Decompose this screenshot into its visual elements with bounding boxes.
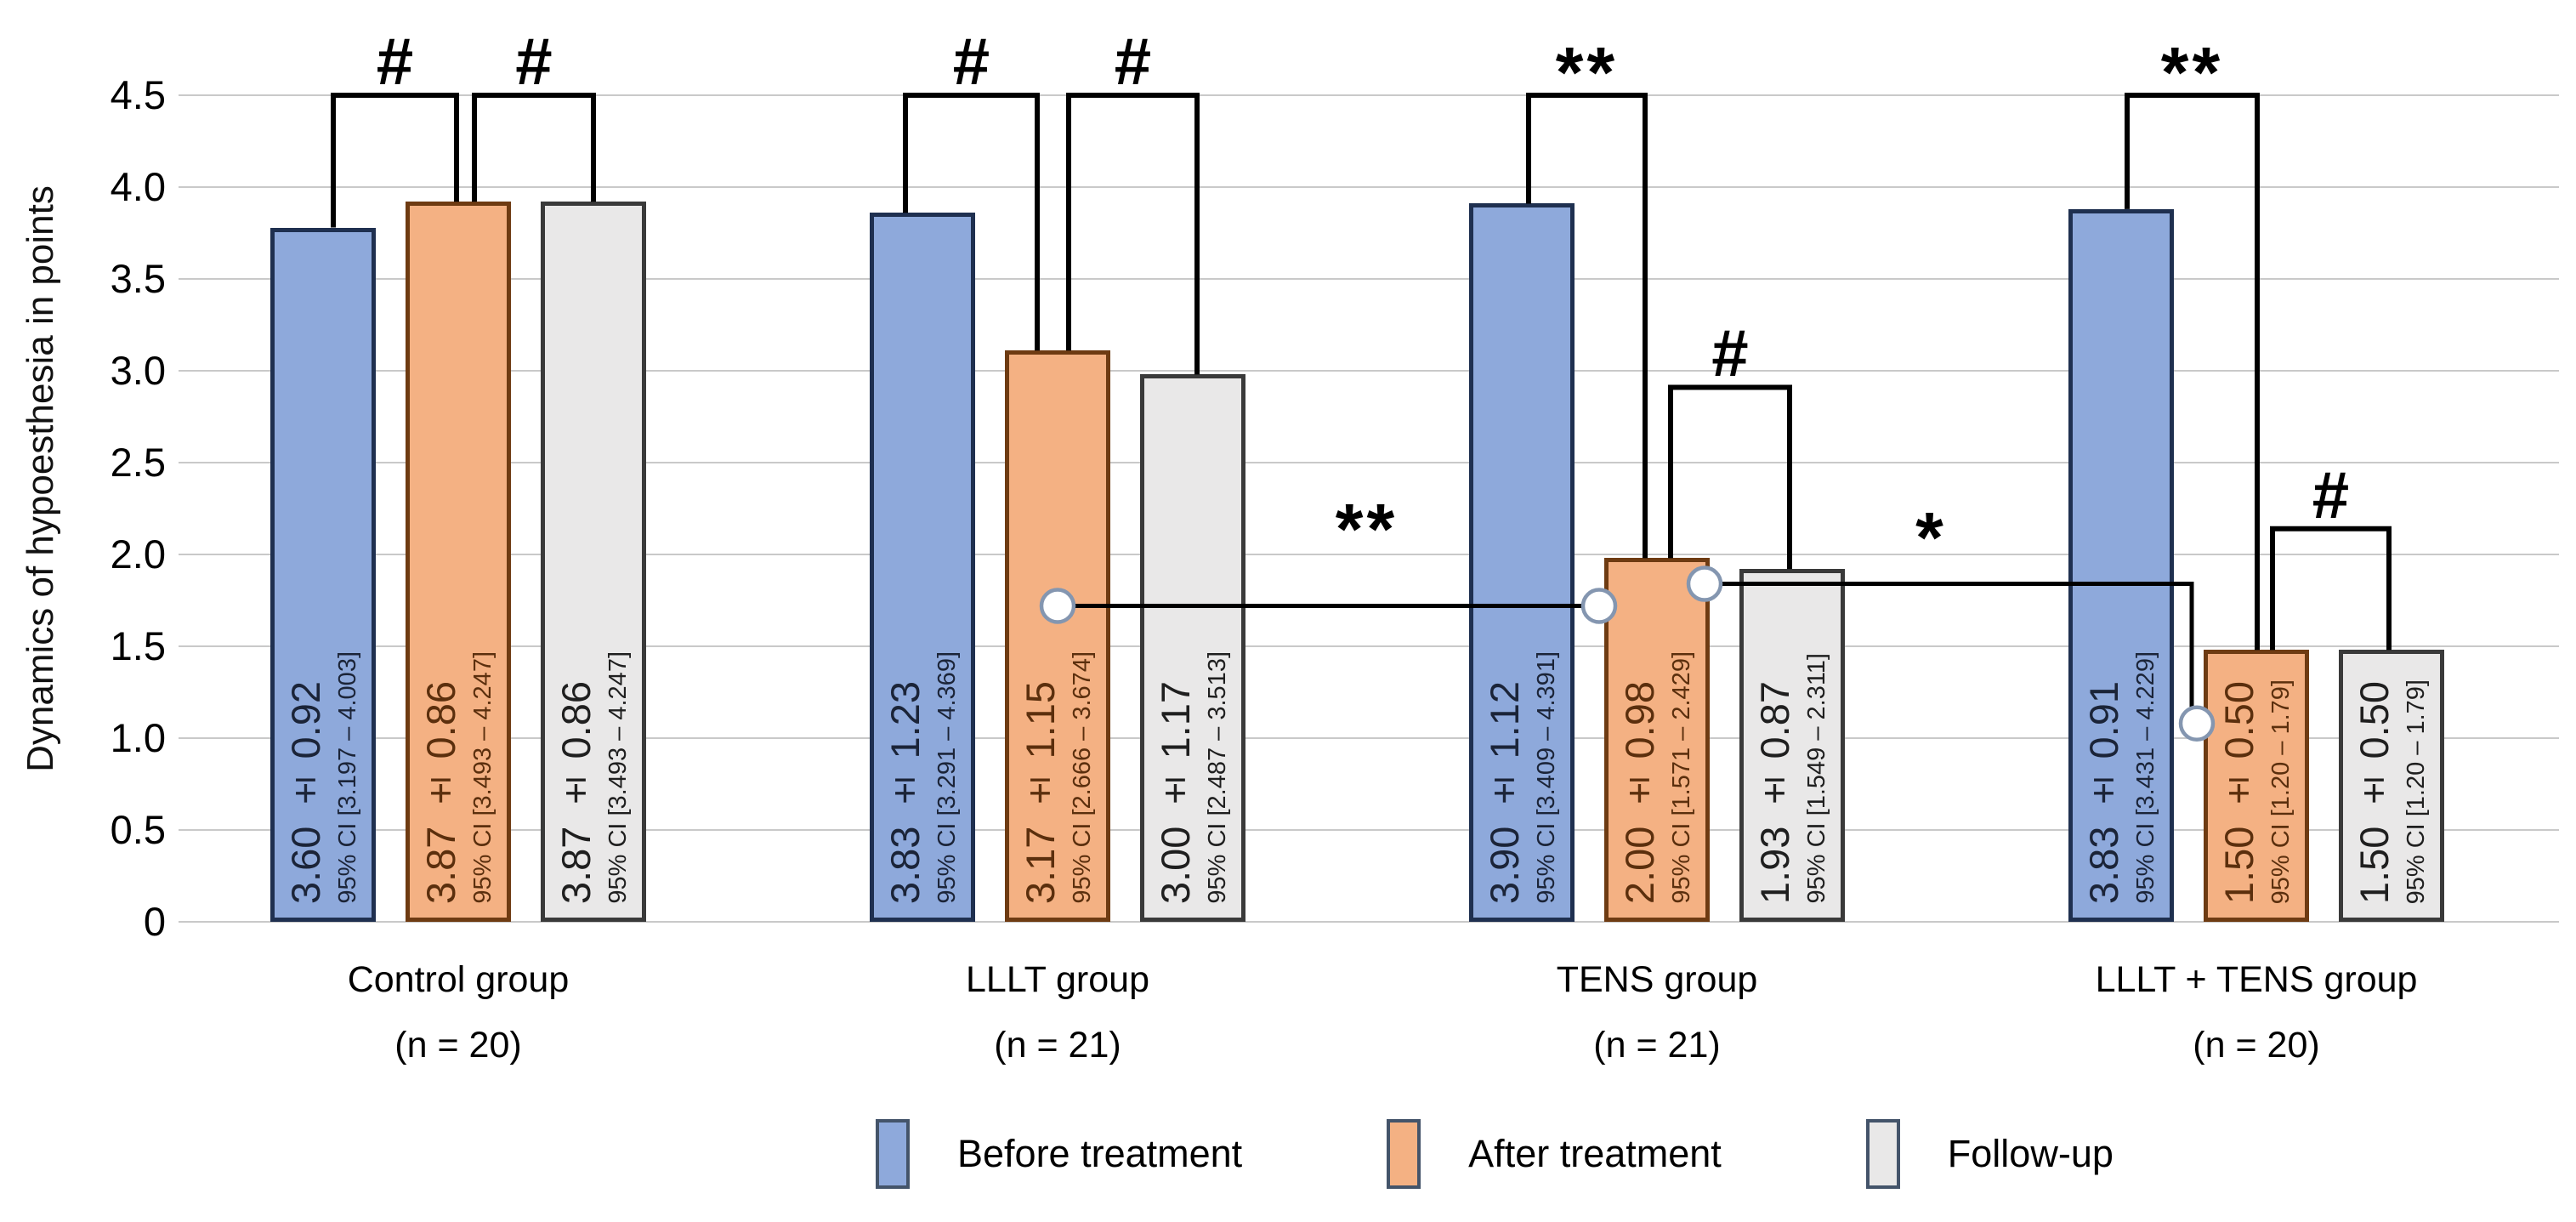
bar-value-label: 3.83 ± 0.91: [2081, 680, 2127, 904]
bar-before-treatment: 3.83 ± 0.91 95% CI [3.431 – 4.229]: [2068, 208, 2174, 922]
gridline: [179, 829, 2559, 831]
bar-value-label: 3.17 ± 1.15: [1018, 680, 1064, 904]
significance-symbol: #: [1114, 24, 1152, 99]
bar-ci-label: 95% CI [2.487 – 3.513]: [1204, 651, 1232, 904]
group-label: LLLT + TENS group: [2095, 959, 2418, 1000]
bar-ci-label: 95% CI [1.20 – 1.79]: [2403, 679, 2431, 904]
significance-bracket: [1668, 384, 1792, 570]
y-tick-label: 2.0: [110, 531, 166, 577]
legend-item: Before treatment: [876, 1119, 1242, 1189]
y-tick-label: 0.5: [110, 807, 166, 852]
bar-ci-label: 95% CI [3.493 – 4.247]: [604, 651, 633, 904]
bar-after-treatment: 3.17 ± 1.15 95% CI [2.666 – 3.674]: [1005, 350, 1110, 922]
bar-ci-label: 95% CI [1.571 – 2.429]: [1668, 651, 1696, 904]
gridline: [179, 921, 2559, 923]
group-label: LLLT group: [966, 959, 1149, 1000]
group-sublabel: (n = 20): [394, 1025, 522, 1066]
bar-after-treatment: 1.50 ± 0.50 95% CI [1.20 – 1.79]: [2204, 650, 2309, 922]
y-tick-label: 1.5: [110, 623, 166, 668]
bar-value-label: 3.00 ± 1.17: [1153, 680, 1199, 904]
significance-symbol: **: [2160, 32, 2224, 112]
bar-ci-label: 95% CI [1.20 – 1.79]: [2267, 679, 2295, 904]
group-sublabel: (n = 21): [1593, 1025, 1721, 1066]
significance-bracket: [2270, 526, 2392, 651]
gridline: [179, 554, 2559, 555]
legend-item: After treatment: [1387, 1119, 1722, 1189]
bar-value-label: 3.87 ± 0.86: [553, 680, 599, 904]
legend-swatch: [1387, 1119, 1421, 1189]
significance-symbol: #: [376, 24, 414, 99]
gridline: [179, 278, 2559, 280]
significance-symbol: **: [1335, 489, 1399, 570]
bar-value-label: 1.50 ± 0.50: [2352, 680, 2397, 904]
legend-swatch: [1865, 1119, 1900, 1189]
legend-label: Before treatment: [957, 1132, 1243, 1175]
gridline: [179, 370, 2559, 372]
group-label: Control group: [347, 959, 570, 1000]
bar-value-label: 1.93 ± 0.87: [1752, 680, 1798, 904]
gridline: [179, 737, 2559, 739]
legend-swatch: [876, 1119, 910, 1189]
bar-ci-label: 95% CI [1.549 – 2.311]: [1803, 653, 1831, 904]
bar-follow-up: 1.93 ± 0.87 95% CI [1.549 – 2.311]: [1739, 569, 1845, 922]
bar-ci-label: 95% CI [3.493 – 4.247]: [469, 651, 497, 904]
bar-follow-up: 3.87 ± 0.86 95% CI [3.493 – 4.247]: [541, 202, 646, 922]
bar-after-treatment: 3.87 ± 0.86 95% CI [3.493 – 4.247]: [406, 202, 511, 922]
bar-after-treatment: 2.00 ± 0.98 95% CI [1.571 – 2.429]: [1604, 558, 1710, 922]
group-sublabel: (n = 20): [2193, 1025, 2320, 1066]
legend-label: Follow-up: [1947, 1132, 2114, 1175]
y-tick-label: 4.5: [110, 72, 166, 117]
y-tick-label: 3.5: [110, 256, 166, 301]
bar-ci-label: 95% CI [3.409 – 4.391]: [1533, 651, 1561, 904]
bar-value-label: 2.00 ± 0.98: [1617, 680, 1663, 904]
bar-value-label: 3.87 ± 0.86: [418, 680, 464, 904]
significance-symbol: #: [1711, 315, 1749, 391]
significance-symbol: #: [2312, 457, 2350, 532]
bar-value-label: 3.83 ± 1.23: [882, 680, 928, 904]
bar-follow-up: 3.00 ± 1.17 95% CI [2.487 – 3.513]: [1140, 374, 1245, 922]
bar-before-treatment: 3.60 ± 0.92 95% CI [3.197 – 4.003]: [270, 227, 376, 922]
gridline: [179, 186, 2559, 188]
legend-label: After treatment: [1468, 1132, 1722, 1175]
bar-follow-up: 1.50 ± 0.50 95% CI [1.20 – 1.79]: [2339, 650, 2444, 922]
group-sublabel: (n = 21): [994, 1025, 1121, 1066]
legend: Before treatment After treatment Follow-up: [876, 1119, 2114, 1189]
bar-value-label: 1.50 ± 0.50: [2216, 680, 2262, 904]
y-tick-label: 3.0: [110, 348, 166, 393]
y-tick-label: 2.5: [110, 440, 166, 485]
bar-ci-label: 95% CI [3.291 – 4.369]: [933, 651, 962, 904]
significance-symbol: **: [1555, 32, 1619, 112]
gridline: [179, 645, 2559, 647]
gridline: [179, 462, 2559, 463]
legend-item: Follow-up: [1865, 1119, 2114, 1189]
bar-before-treatment: 3.83 ± 1.23 95% CI [3.291 – 4.369]: [870, 213, 975, 922]
y-tick-label: 0: [143, 899, 166, 944]
bar-value-label: 3.90 ± 1.12: [1482, 680, 1528, 904]
significance-symbol: #: [952, 24, 990, 99]
y-tick-label: 4.0: [110, 164, 166, 209]
significance-bracket: [1066, 93, 1200, 375]
significance-symbol: #: [515, 24, 553, 99]
bar-ci-label: 95% CI [3.197 – 4.003]: [334, 651, 362, 904]
bar-before-treatment: 3.90 ± 1.12 95% CI [3.409 – 4.391]: [1469, 203, 1575, 922]
significance-symbol: *: [1915, 497, 1947, 577]
y-tick-label: 1.0: [110, 715, 166, 760]
bar-ci-label: 95% CI [2.666 – 3.674]: [1069, 651, 1097, 904]
bar-value-label: 3.60 ± 0.92: [283, 680, 329, 904]
gridline: [179, 94, 2559, 96]
group-label: TENS group: [1556, 959, 1758, 1000]
bar-ci-label: 95% CI [3.431 – 4.229]: [2132, 651, 2160, 904]
